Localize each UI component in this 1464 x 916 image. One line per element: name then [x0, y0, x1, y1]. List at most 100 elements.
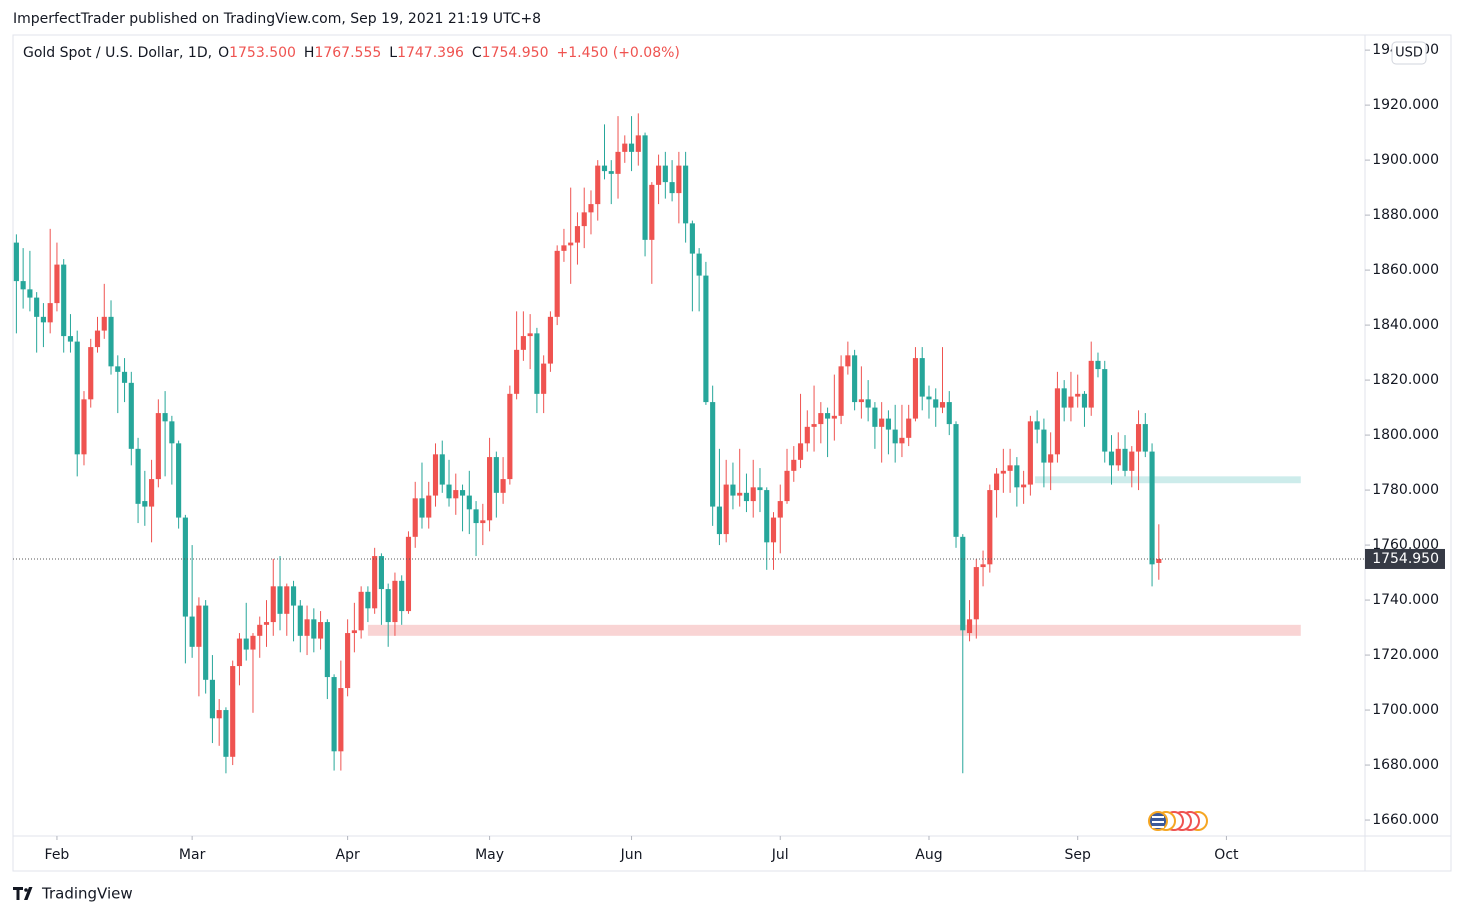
candle-body [230, 666, 236, 757]
candle-body [710, 402, 716, 507]
x-tick-label: Feb [45, 847, 70, 863]
candle-body [865, 399, 871, 408]
candle-body [1095, 360, 1101, 370]
candle-body [487, 457, 493, 521]
candle-body [135, 448, 141, 504]
candle-body [1108, 451, 1115, 466]
candle-body [304, 619, 310, 636]
candle-body [994, 473, 1000, 491]
candle-body [534, 333, 540, 394]
candle-body [270, 586, 276, 623]
footer-brand: TradingView [41, 885, 133, 903]
y-tick-label: 1840.000 [1372, 317, 1439, 333]
x-tick-label: Oct [1214, 847, 1239, 863]
candle-body [493, 457, 499, 493]
x-tick-label: Jul [771, 847, 789, 863]
candle-body [1021, 484, 1027, 488]
candle-body [635, 135, 641, 152]
y-tick-label: 1720.000 [1372, 647, 1439, 663]
candle-body [953, 424, 959, 537]
candle-body [1014, 465, 1020, 488]
candle-body [1135, 424, 1142, 452]
candle-body [656, 165, 662, 185]
legend-key: O [218, 45, 229, 61]
candle-body [1075, 393, 1081, 397]
y-tick-label: 1860.000 [1372, 262, 1439, 278]
candle-body [960, 536, 966, 631]
legend-value: 1754.950 [482, 45, 549, 61]
candle-body [297, 605, 303, 636]
candle-body [108, 316, 114, 367]
candle-body [568, 242, 574, 246]
x-tick-label: Mar [179, 847, 206, 863]
candle-body [723, 484, 729, 535]
zone [367, 624, 1301, 636]
candle-body [939, 402, 946, 408]
candle-body [912, 358, 919, 419]
candle-body [263, 622, 270, 625]
candle-body [541, 363, 547, 394]
candle-body [250, 635, 256, 650]
x-tick-label: Apr [336, 847, 360, 863]
candle-body [115, 366, 121, 372]
candle-body [149, 479, 155, 507]
x-tick-label: Sep [1065, 847, 1092, 863]
candle-body [182, 517, 188, 617]
candle-body [757, 487, 763, 491]
legend: Gold Spot / U.S. Dollar, 1D, O1753.500 H17… [23, 45, 680, 61]
candle-body [13, 242, 19, 282]
candle-body [520, 336, 526, 350]
candle-body [277, 586, 283, 614]
legend-value: 1753.500 [229, 45, 296, 61]
candle-body [419, 498, 425, 518]
candle-body [1142, 424, 1148, 452]
candle-body [825, 413, 831, 419]
candle-body [453, 490, 459, 499]
candle-body [797, 443, 804, 460]
y-tick-label: 1880.000 [1372, 207, 1439, 223]
candle-body [27, 289, 33, 298]
header: ImperfectTrader published on TradingView… [13, 11, 541, 27]
candle-body [459, 490, 466, 496]
candle-body [209, 679, 215, 719]
candle-body [94, 330, 101, 348]
candle-body [67, 336, 74, 342]
candle-body [601, 165, 608, 172]
candle-body [236, 638, 243, 667]
candle-body [20, 281, 26, 290]
x-tick-label: Jun [620, 847, 643, 863]
candle-body [480, 520, 486, 524]
candle-body [196, 605, 202, 647]
candle-body [169, 421, 175, 444]
candle-body [1048, 454, 1054, 463]
candle-body [311, 619, 317, 639]
candle-body [385, 589, 391, 623]
plot [13, 113, 1301, 774]
candle-body [155, 413, 161, 480]
candle-body [54, 264, 60, 304]
zone [1035, 476, 1301, 484]
candle-body [683, 165, 689, 224]
x-tick-label: May [475, 847, 504, 863]
candle-body [1102, 369, 1108, 452]
y-tick-label: 1920.000 [1372, 97, 1439, 113]
candle-body [669, 182, 675, 194]
event-icons [1148, 811, 1208, 831]
y-tick-label: 1900.000 [1372, 152, 1439, 168]
candle-body [845, 355, 851, 367]
candle-body [176, 443, 182, 518]
x-tick-label: Aug [915, 847, 942, 863]
candle-body [595, 165, 601, 205]
frame [12, 34, 1452, 872]
candle-body [81, 399, 87, 455]
candle-body [1034, 421, 1040, 430]
candle-body [628, 143, 635, 152]
candle-body [88, 347, 94, 400]
candle-body [622, 143, 628, 152]
candle-body [649, 184, 655, 240]
y-tick-label: 1700.000 [1372, 702, 1439, 718]
y-tick-label: 1660.000 [1372, 812, 1439, 828]
candle-body [61, 264, 67, 337]
legend-key: L [389, 45, 397, 61]
